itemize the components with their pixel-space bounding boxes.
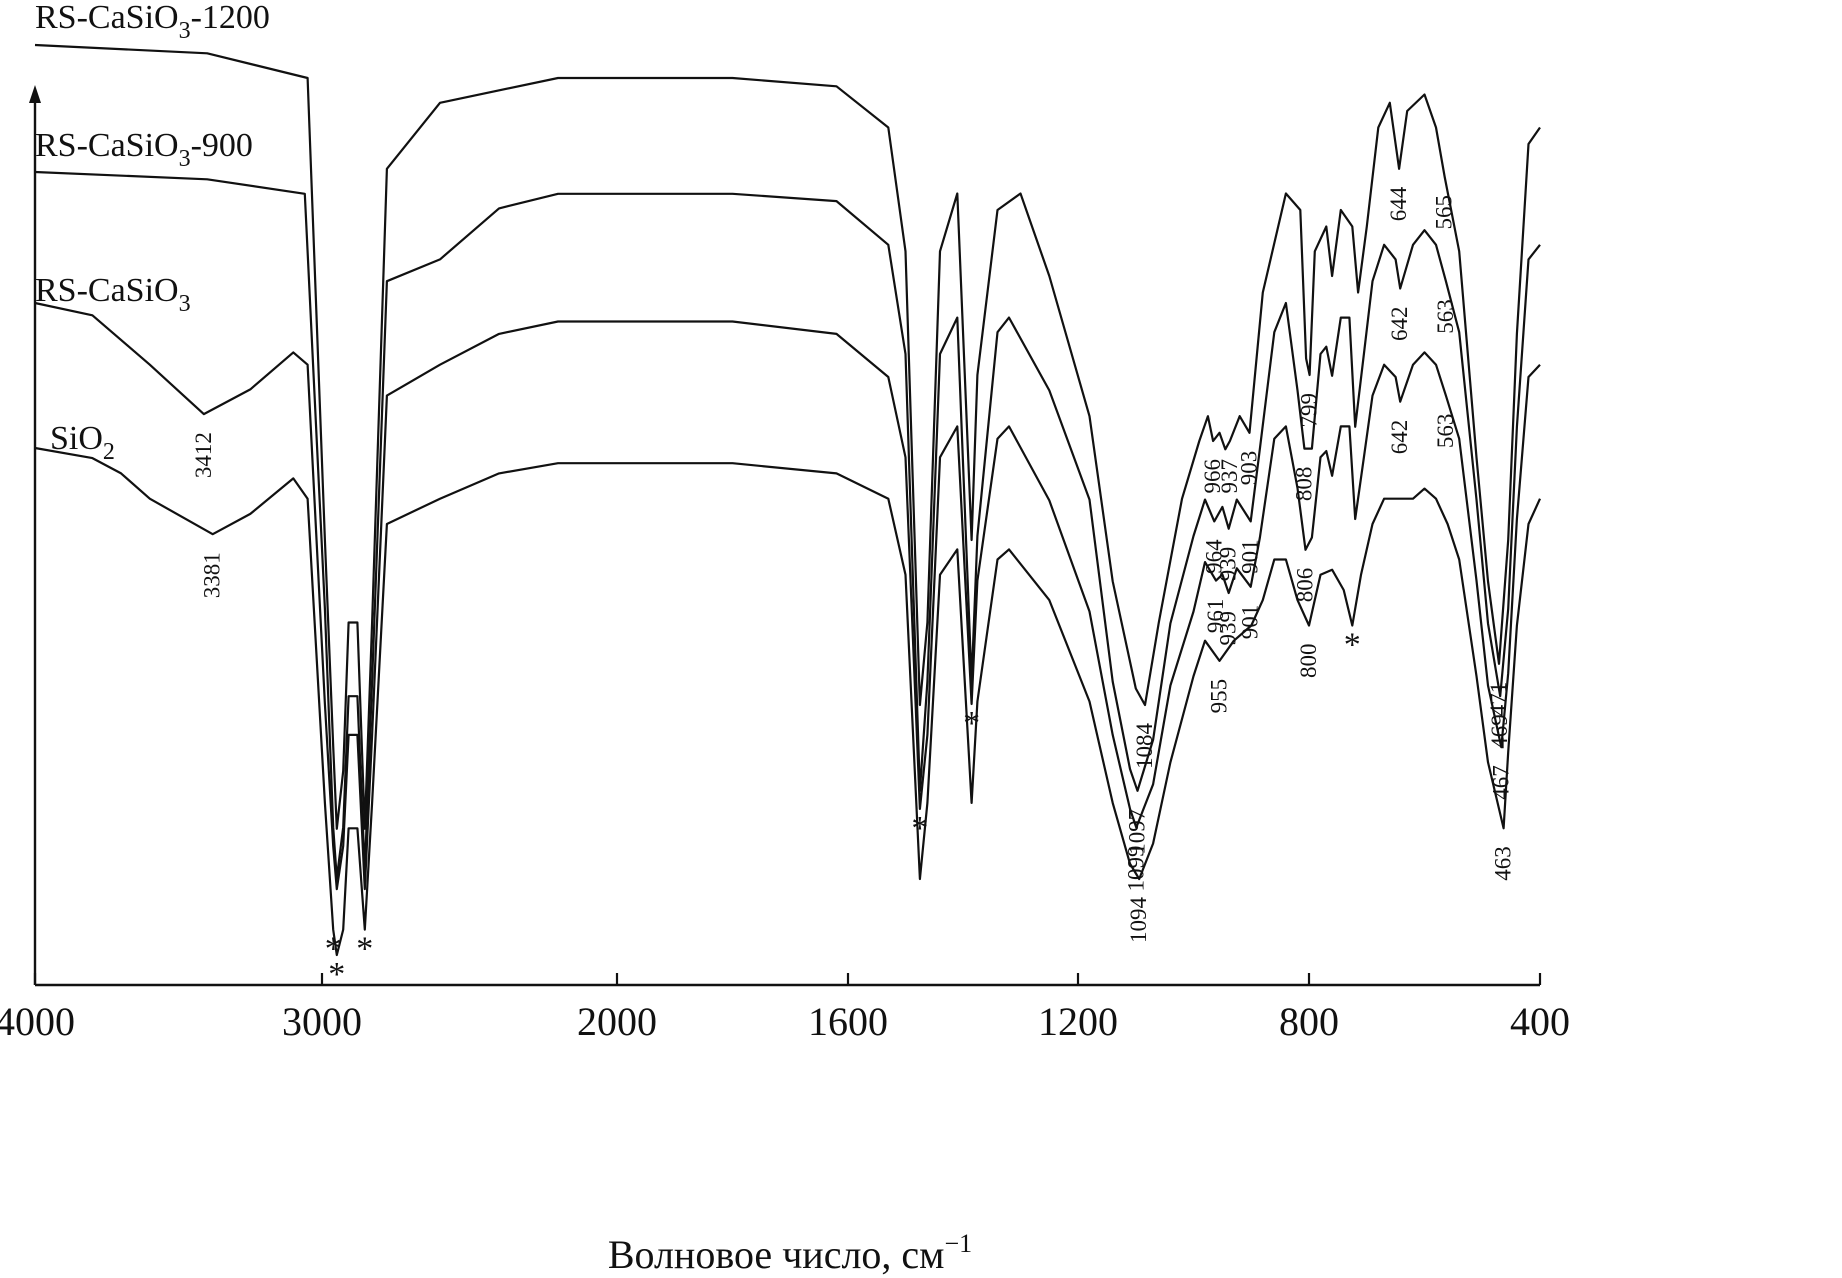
series-label: RS-CaSiO3-900 [35,127,253,172]
peak-label: 806 [1293,568,1318,603]
peak-label: 901 [1238,605,1263,640]
x-tick-label: 1200 [1038,999,1118,1044]
x-tick-label: 2000 [577,999,657,1044]
x-tick-label: 1600 [808,999,888,1044]
peak-label: 901 [1238,539,1263,574]
x-tick-label: 800 [1279,999,1339,1044]
series-label-main: SiO [50,420,103,457]
peak-label: 1099 [1123,846,1148,892]
spectrum-curve-3 [34,446,1542,957]
series-label-suffix: -1200 [191,0,270,36]
peak-label: 1084 [1132,723,1157,770]
peak-label: 1097 [1125,809,1150,855]
peak-label: 565 [1432,195,1457,230]
peak-label: 642 [1387,307,1412,342]
peak-label: 808 [1291,467,1316,502]
series-label: RS-CaSiO3 [35,272,191,317]
peak-label: 642 [1387,420,1412,455]
peak-label: 463 [1491,846,1516,881]
peak-label: 955 [1207,679,1232,714]
peak-label: 939 [1216,611,1241,646]
peak-label: 1094 [1126,897,1151,944]
series-label-subscript: 3 [179,291,191,317]
x-ticks: 4000 3000 2000 1600 1200 800 400 [0,973,1570,1044]
series-label: SiO2 [50,420,115,465]
spectrum-curve-1 [34,170,1541,880]
series-label: RS-CaSiO3-1200 [35,0,270,44]
series-label-subscript: 2 [103,439,115,465]
spectra-curves [34,43,1542,957]
peak-label: 800 [1296,644,1321,679]
peak-label: 903 [1237,451,1262,486]
peak-label: 3381 [200,552,225,598]
asterisk-marker: * [356,931,373,968]
peak-label: 799 [1297,393,1322,428]
peak-label: 471 [1486,682,1511,717]
series-label-main: RS-CaSiO [35,272,179,309]
x-tick-label: 400 [1510,999,1570,1044]
series-label-suffix: -900 [191,127,253,164]
peak-label: 469 [1487,714,1512,749]
series-label-main: RS-CaSiO [35,0,179,36]
peak-label: 937 [1217,459,1242,494]
peak-label: 939 [1216,547,1241,582]
spectrum-curve-0 [34,43,1541,830]
x-tick-label: 3000 [282,999,362,1044]
peak-label: 3412 [191,432,216,478]
peak-label: 961 [1203,599,1228,634]
asterisk-marker: * [325,931,342,968]
x-axis-label-superscript: −1 [945,1229,973,1258]
impurity-markers: ****** [325,627,1361,994]
spectrum-curve-2 [34,301,1541,891]
peak-label: 964 [1201,539,1226,574]
asterisk-marker: * [911,810,928,847]
series-label-subscript: 3 [179,146,191,172]
asterisk-marker: * [963,705,980,742]
peak-label: 467 [1488,765,1513,800]
series-label-main: RS-CaSiO [35,127,179,164]
asterisk-marker: * [328,956,345,993]
peak-label: 644 [1386,186,1411,221]
peak-label: 966 [1200,459,1225,494]
x-axis-label: Волновое число, см−1 [608,1229,972,1277]
asterisk-marker: * [1344,627,1361,664]
y-axis-arrow [29,85,41,103]
series-label-subscript: 3 [179,18,191,44]
axes: 4000 3000 2000 1600 1200 800 400 [0,85,1570,1044]
x-tick-label: 4000 [0,999,75,1044]
peak-label: 563 [1433,414,1458,449]
x-axis-label-text: Волновое число, см [608,1232,945,1277]
peak-label: 563 [1433,299,1458,334]
